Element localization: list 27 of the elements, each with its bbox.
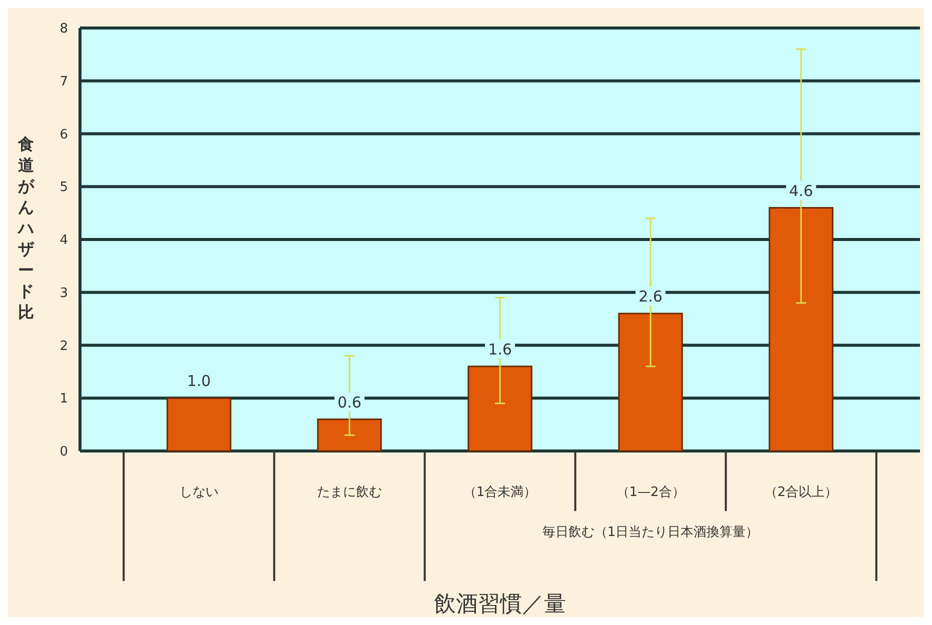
y-tick-label: 2 bbox=[60, 338, 68, 354]
data-label: 2.6 bbox=[638, 288, 662, 306]
x-tick-label: たまに飲む bbox=[316, 485, 382, 500]
data-label: 1.0 bbox=[186, 372, 211, 390]
y-tick-label: 3 bbox=[60, 286, 68, 301]
y-tick-label: 4 bbox=[60, 233, 68, 248]
x-axis-title: 飲酒習慣／量 bbox=[434, 592, 566, 617]
y-tick-label: 6 bbox=[60, 127, 68, 142]
x-tick-label: しない bbox=[179, 485, 218, 500]
bar bbox=[618, 312, 683, 452]
bar bbox=[468, 366, 532, 452]
bar bbox=[317, 418, 382, 452]
y-tick-label: 7 bbox=[60, 74, 68, 90]
text: 食道がんハザード比 bbox=[18, 134, 34, 322]
y-tick-label: 1 bbox=[60, 392, 68, 407]
data-label: 1.6 bbox=[488, 340, 512, 358]
data-label: 0.6 bbox=[338, 393, 362, 412]
text: 毎日飲む（1日当たり日本酒換算量） bbox=[542, 525, 759, 540]
y-tick-label: 5 bbox=[60, 180, 68, 196]
y-tick-label: 8 bbox=[60, 22, 68, 37]
data-label: 4.6 bbox=[789, 182, 814, 200]
x-tick-label: （2合以上） bbox=[764, 485, 838, 500]
x-tick-label: （1合未満） bbox=[463, 485, 537, 500]
y-tick-label: 0 bbox=[60, 444, 68, 460]
x-tick-label: （1—2合） bbox=[616, 485, 685, 500]
bar bbox=[166, 397, 232, 452]
bar bbox=[768, 207, 834, 452]
